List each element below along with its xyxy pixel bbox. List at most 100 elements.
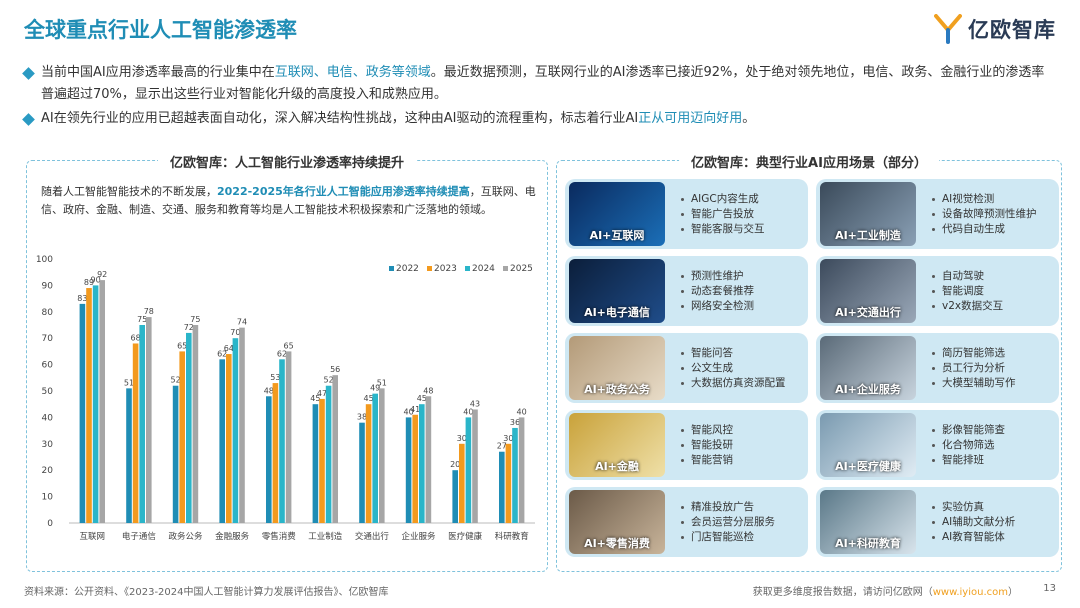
scenario-label: AI+医疗健康: [835, 460, 901, 473]
scenario-image: AI+政务公务: [569, 336, 665, 400]
bar: [139, 325, 145, 523]
data-label: 30: [503, 434, 513, 443]
scenario-card: AI+科研教育 实验仿真 AI辅助文献分析 AI教育智能体: [816, 487, 1059, 557]
logo-text: 亿欧智库: [968, 18, 1056, 42]
scenario-item: 实验仿真: [932, 500, 1015, 515]
x-tick-label: 工业制造: [308, 531, 343, 542]
bar: [359, 422, 365, 523]
scenario-item: 员工行为分析: [932, 361, 1016, 376]
scenario-image: AI+医疗健康: [820, 413, 916, 477]
data-label: 40: [463, 407, 473, 416]
bar: [86, 288, 92, 523]
data-label: 27: [497, 442, 507, 451]
scenario-item: 设备故障预测性维护: [932, 207, 1037, 222]
data-label: 53: [270, 373, 280, 382]
scenario-item: 智能客服与交互: [681, 222, 765, 237]
bar: [518, 417, 525, 523]
data-label: 45: [364, 394, 374, 403]
scenario-card: AI+医疗健康 影像智能筛查 化合物筛选 智能排班: [816, 410, 1059, 480]
scenario-label: AI+金融: [595, 460, 639, 473]
x-tick-label: 电子通信: [122, 531, 157, 542]
data-label: 36: [510, 418, 520, 427]
summary-bullets: 当前中国AI应用渗透率最高的行业集中在互联网、电信、政务等领域。最近数据预测，互…: [22, 62, 1056, 132]
scenario-list: 影像智能筛查 化合物筛选 智能排班: [916, 423, 1005, 468]
data-label: 89: [84, 278, 94, 287]
bar: [472, 409, 478, 523]
scenario-label: AI+交通出行: [835, 306, 901, 319]
data-label: 48: [264, 386, 274, 395]
bar: [459, 443, 465, 523]
panel-title: 亿欧智库：人工智能行业渗透率持续提升: [157, 152, 417, 171]
summary-bullet-2: AI在领先行业的应用已超越表面自动化，深入解决结构性挑战，这种由AI驱动的流程重…: [22, 108, 1056, 130]
bar: [126, 388, 132, 523]
scenario-image: AI+零售消费: [569, 490, 665, 554]
scenario-list: 预测性维护 动态套餐推荐 网络安全检测: [665, 269, 754, 314]
scenario-card: AI+互联网 AIGC内容生成 智能广告投放 智能客服与交互: [565, 179, 808, 249]
scenario-list: 精准投放广告 会员运营分层服务 门店智能巡检: [665, 500, 775, 545]
data-label: 72: [184, 323, 194, 332]
scenario-item: 智能排班: [932, 453, 1005, 468]
scenario-card: AI+零售消费 精准投放广告 会员运营分层服务 门店智能巡检: [565, 487, 808, 557]
scenario-cards: AI+互联网 AIGC内容生成 智能广告投放 智能客服与交互 AI+工业制造 AI视觉检测…: [565, 179, 1059, 557]
bar: [419, 404, 425, 523]
bar: [232, 338, 239, 523]
x-tick-label: 零售消费: [262, 531, 297, 542]
legend-swatch: [427, 266, 432, 271]
bar: [146, 317, 152, 523]
scenario-card: AI+电子通信 预测性维护 动态套餐推荐 网络安全检测: [565, 256, 808, 326]
scenario-label: AI+互联网: [589, 229, 645, 242]
bar: [332, 375, 338, 523]
bullet-text: 当前中国AI应用渗透率最高的行业集中在互联网、电信、政务等领域。最近数据预测，互…: [41, 65, 1045, 102]
scenario-item: 智能广告投放: [681, 207, 765, 222]
scenario-image: AI+电子通信: [569, 259, 665, 323]
scenario-card: AI+政务公务 智能问答 公文生成 大数据仿真资源配置: [565, 333, 808, 403]
bar: [465, 417, 472, 523]
bar: [79, 303, 86, 523]
y-tick-label: 0: [47, 519, 53, 529]
scenario-label: AI+政务公务: [584, 383, 650, 396]
bar: [172, 385, 179, 523]
highlight-text: 正从可用迈向好用: [638, 111, 743, 126]
data-label: 90: [91, 275, 101, 284]
data-label: 45: [417, 394, 427, 403]
scenario-item: 预测性维护: [681, 269, 754, 284]
legend-swatch: [465, 266, 470, 271]
y-tick-label: 30: [42, 440, 54, 450]
bar: [266, 396, 272, 523]
bar: [179, 351, 185, 523]
page-title: 全球重点行业人工智能渗透率: [24, 18, 297, 42]
scenario-label: AI+企业服务: [835, 383, 901, 396]
bar-chart: 010203040506070809010083899092互联网5168757…: [36, 255, 535, 542]
y-tick-label: 100: [36, 255, 53, 265]
data-label: 30: [457, 434, 467, 443]
scenario-item: 大数据仿真资源配置: [681, 376, 786, 391]
data-label: 92: [97, 270, 107, 279]
scenarios-panel: 亿欧智库：典型行业AI应用场景（部分） AI+互联网 AIGC内容生成 智能广告投放…: [556, 152, 1062, 572]
bar: [372, 393, 378, 523]
scenario-item: 影像智能筛查: [932, 423, 1005, 438]
scenario-card: AI+工业制造 AI视觉检测 设备故障预测性维护 代码自动生成: [816, 179, 1059, 249]
diamond-bullet-icon: [22, 67, 35, 80]
scenario-label: AI+电子通信: [584, 306, 650, 319]
scenario-list: 简历智能筛选 员工行为分析 大模型辅助写作: [916, 346, 1016, 391]
bar: [379, 388, 385, 523]
bar: [365, 404, 372, 523]
scenario-image: AI+科研教育: [820, 490, 916, 554]
data-label: 38: [357, 413, 367, 422]
data-label: 51: [124, 378, 134, 387]
website-link[interactable]: www.iyiou.com: [932, 587, 1008, 598]
y-tick-label: 50: [42, 387, 54, 397]
data-label: 62: [217, 349, 227, 358]
scenario-item: AIGC内容生成: [681, 192, 765, 207]
bar: [239, 327, 245, 523]
bar: [312, 404, 319, 523]
data-label: 45: [310, 394, 320, 403]
scenario-card: AI+金融 智能风控 智能投研 智能营销: [565, 410, 808, 480]
bar: [452, 470, 458, 523]
scenario-item: 代码自动生成: [932, 222, 1037, 237]
scenario-item: AI辅助文献分析: [932, 515, 1015, 530]
x-tick-label: 医疗健康: [448, 531, 483, 542]
legend-label: 2022: [396, 264, 419, 274]
data-label: 40: [404, 407, 414, 416]
bar: [512, 427, 518, 523]
